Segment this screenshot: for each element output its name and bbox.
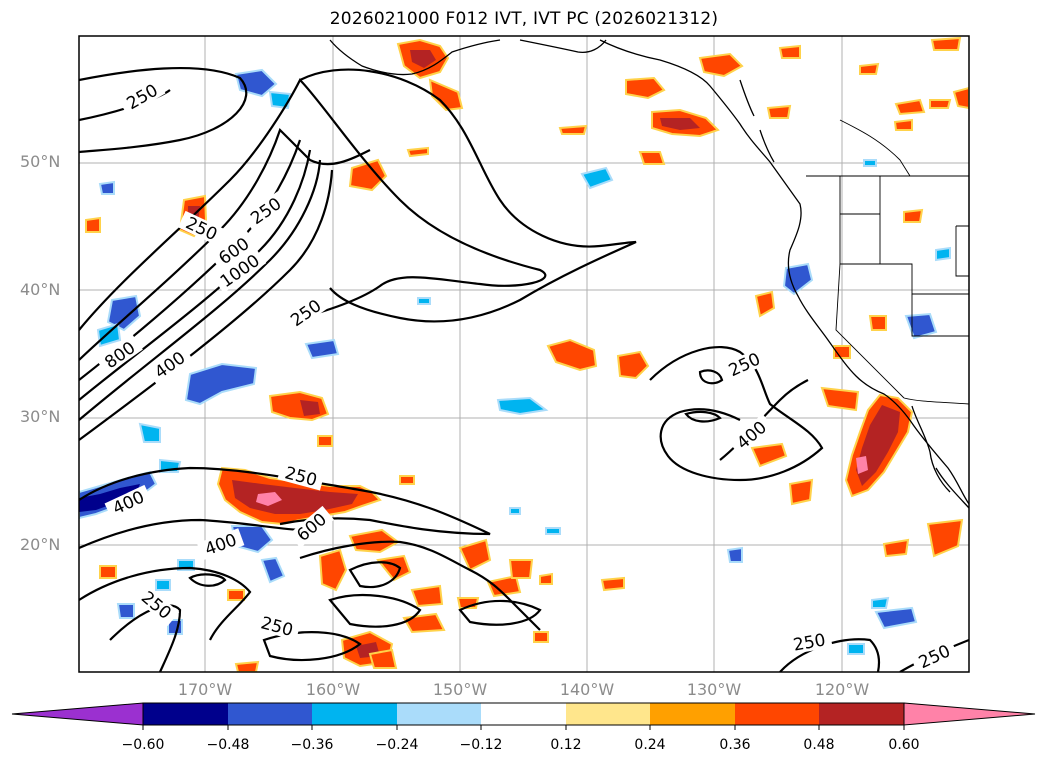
lat-label-50n: 50°N (20, 152, 61, 171)
colorbar-tick-label: −0.48 (206, 737, 250, 753)
colorbar-tick-label: −0.36 (290, 737, 334, 753)
map-title: 2026021000 F012 IVT, IVT PC (2026021312) (329, 9, 719, 29)
colorbar-tick-label: −0.24 (375, 737, 419, 753)
lat-label-30n: 30°N (20, 407, 61, 426)
colorbar-tick-label: 0.12 (550, 737, 582, 753)
lon-label-170w: 170°W (177, 680, 233, 699)
colorbar-segment (228, 703, 312, 725)
contour-label: 250 (792, 630, 827, 655)
ivt-contours (79, 66, 969, 672)
lon-label-160w: 160°W (305, 680, 361, 699)
ivt-positive-anomalies (85, 36, 969, 672)
political-borders (806, 119, 969, 405)
lon-label-120w: 120°W (814, 680, 870, 699)
colorbar-tick-label: −0.60 (121, 737, 165, 753)
colorbar-tick-label: 0.48 (803, 737, 835, 753)
ivt-negative-anomalies (79, 68, 951, 655)
blob-western (268, 390, 330, 422)
contour-label: 250 (259, 613, 296, 641)
colorbar (11, 702, 1036, 730)
colorbar-tick-label: 0.36 (719, 737, 751, 753)
colorbar-segment (650, 703, 735, 725)
colorbar-segment (312, 703, 397, 725)
colorbar-segment (397, 703, 481, 725)
colorbar-tick-label: 0.24 (634, 737, 666, 753)
colorbar-min-extend (11, 702, 144, 726)
map-border (78, 35, 970, 673)
lon-label-130w: 130°W (686, 680, 742, 699)
colorbar-segment (735, 703, 819, 725)
colorbar-max-extend (903, 702, 1036, 726)
colorbar-segment (566, 703, 650, 725)
lon-label-140w: 140°W (559, 680, 615, 699)
coastlines (329, 39, 969, 509)
colorbar-tick-label: −0.12 (459, 737, 503, 753)
lon-label-150w: 150°W (432, 680, 488, 699)
lat-label-20n: 20°N (20, 535, 61, 554)
colorbar-segment (819, 703, 904, 725)
contour-label: 400 (202, 530, 239, 560)
colorbar-segment (481, 703, 566, 725)
colorbar-segment (143, 703, 228, 725)
contour-labels: 250 250 250 250 600 1000 250 800 400 250… (96, 77, 959, 672)
lat-label-40n: 40°N (20, 280, 61, 299)
colorbar-tick-label: 0.60 (888, 737, 920, 753)
